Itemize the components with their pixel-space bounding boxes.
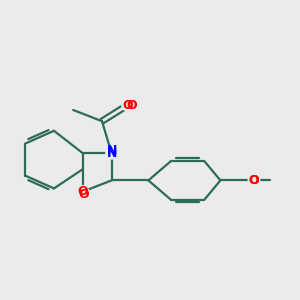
Text: O: O (126, 99, 137, 112)
Circle shape (106, 147, 117, 159)
Text: O: O (77, 185, 88, 198)
Text: N: N (106, 144, 117, 157)
Circle shape (77, 186, 88, 197)
Circle shape (248, 175, 260, 186)
Text: N: N (106, 147, 117, 160)
Text: O: O (122, 99, 133, 112)
Circle shape (122, 99, 134, 111)
Text: O: O (249, 174, 259, 187)
Text: O: O (79, 188, 89, 201)
Text: O: O (249, 174, 259, 187)
